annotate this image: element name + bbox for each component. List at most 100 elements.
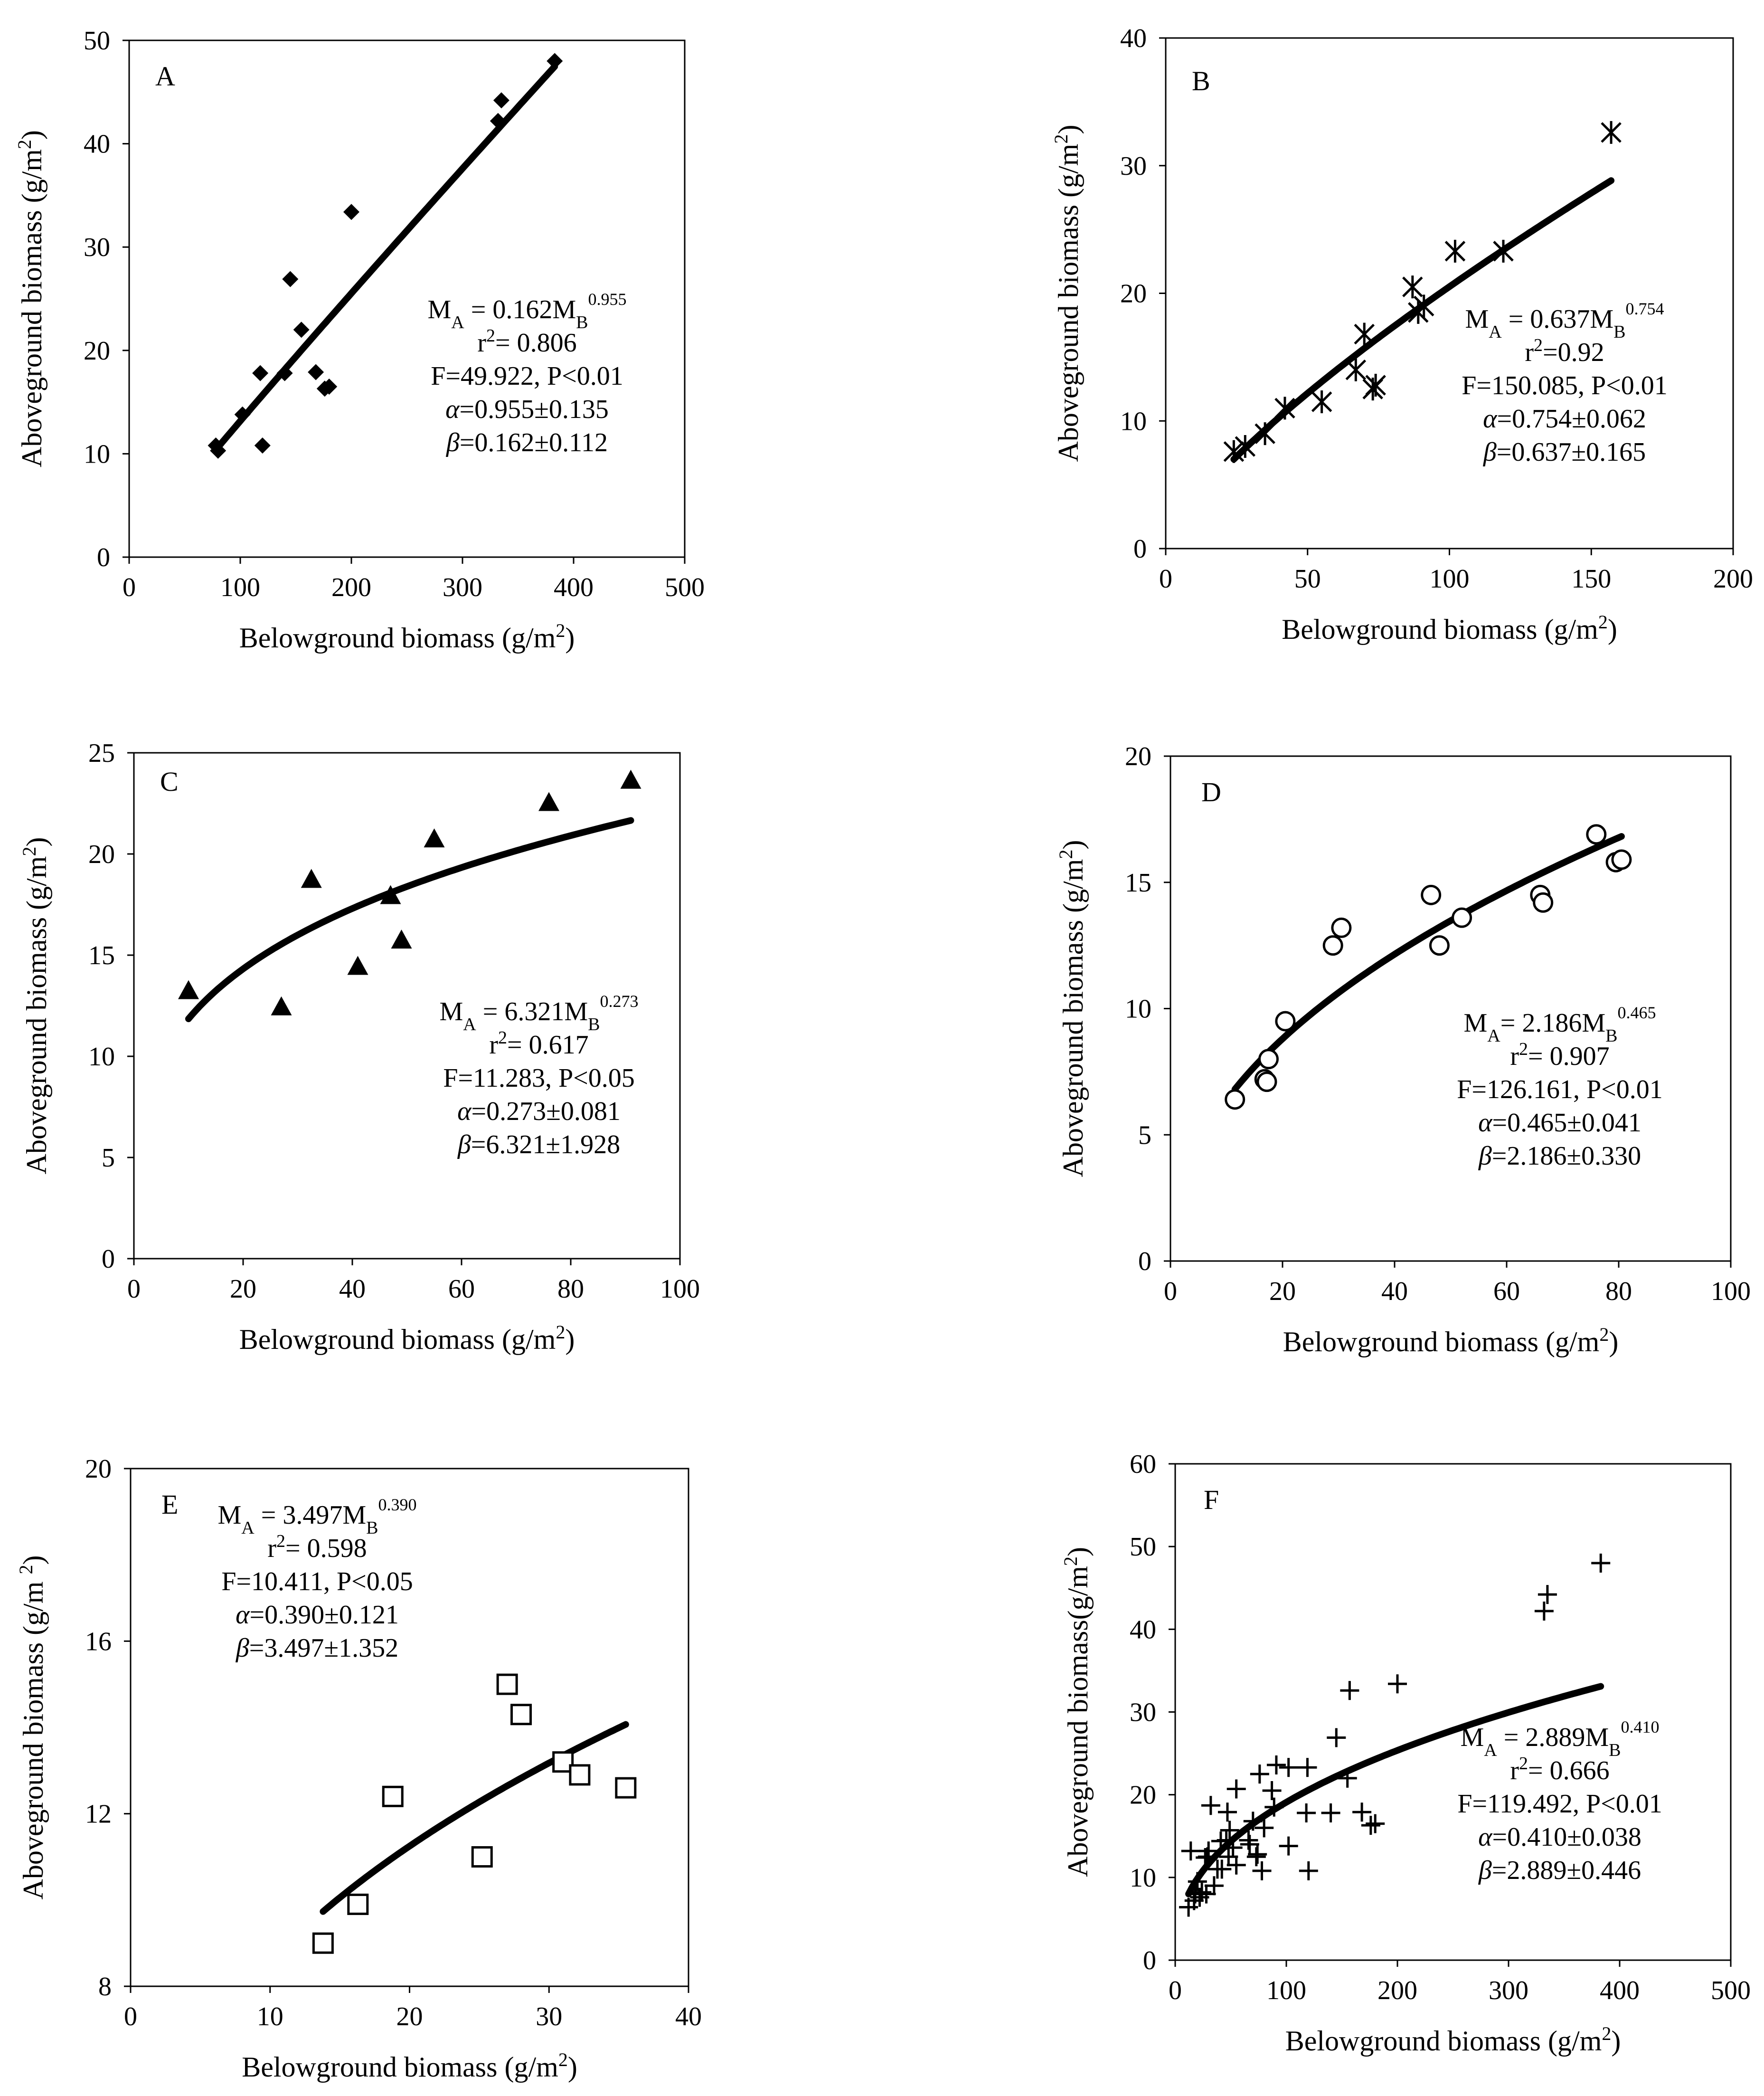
plot-frame (128, 39, 686, 558)
x-axis-label: Belowground biomass (g/m2) (242, 2049, 577, 2083)
y-tick-label: 8 (98, 1972, 112, 2001)
beta-value: β=0.162±0.112 (446, 428, 608, 457)
r-squared: r2= 0.666 (1510, 1754, 1609, 1785)
equation: MA = 6.321MB0.273 (440, 992, 639, 1034)
x-tick-label: 60 (1493, 1277, 1520, 1306)
data-point (1299, 1861, 1318, 1880)
data-point (1388, 1674, 1407, 1694)
data-point (178, 980, 199, 999)
data-point (347, 1893, 369, 1915)
data-point (1192, 1883, 1212, 1902)
y-axis-label: Aboveground biomass (g/m2) (14, 130, 48, 467)
data-point (1199, 1841, 1218, 1861)
data-point (1327, 1728, 1346, 1747)
y-tick-label: 20 (1120, 279, 1147, 309)
fit-curve (185, 817, 634, 1023)
data-point (1240, 1835, 1259, 1854)
panel-letter: F (1204, 1484, 1219, 1515)
x-axis-label: Belowground biomass (g/m2) (1285, 2023, 1621, 2057)
y-axis-label: Aboveground biomass (g/m2) (19, 837, 53, 1175)
y-tick-label: 30 (84, 233, 110, 262)
alpha-value: α=0.465±0.041 (1478, 1108, 1641, 1138)
data-point (1256, 1072, 1277, 1092)
data-point (1601, 121, 1622, 144)
data-point (1255, 422, 1275, 446)
panel-a: 0 100 200 300 400 500 0 10 20 30 40 50 Belowground b… (14, 26, 705, 654)
x-axis-label: Belowground biomass (g/m2) (1283, 1324, 1619, 1358)
panel-letter: E (161, 1489, 178, 1520)
alpha-value: α=0.273±0.081 (457, 1097, 621, 1126)
x-tick-label: 500 (665, 573, 705, 602)
data-point (234, 406, 251, 423)
y-axis-label: Aboveground biomass (g/m2) (1050, 125, 1085, 462)
data-point (1223, 1838, 1243, 1858)
x-tick-label: 0 (123, 573, 136, 602)
x-tick-label: 200 (1713, 564, 1753, 594)
data-point (1226, 1855, 1246, 1875)
x-tick-label: 0 (1169, 1976, 1182, 2005)
data-point (1611, 849, 1632, 870)
x-tick-label: 30 (536, 2002, 562, 2031)
data-point (1226, 1779, 1246, 1799)
data-point (1365, 374, 1386, 397)
data-point (1591, 1554, 1611, 1573)
y-tick-label: 30 (1130, 1698, 1156, 1727)
data-point (1533, 892, 1554, 913)
x-tick-label: 0 (1164, 1277, 1177, 1306)
data-point (382, 1785, 404, 1807)
r-squared: r2= 0.617 (489, 1028, 588, 1060)
y-axis-label: Aboveground biomass (g/m 2) (15, 1555, 49, 1900)
alpha-value: α=0.390±0.121 (236, 1600, 399, 1630)
r-squared: r2=0.92 (1525, 335, 1604, 367)
panel-letter: A (155, 61, 175, 92)
y-tick-label: 5 (1138, 1120, 1151, 1150)
data-point (1534, 1602, 1554, 1621)
panel-f: 0 100 200 300 400 500 0 10 20 30 40 50 60 Belowground… (1060, 1450, 1751, 2057)
data-point (1297, 1803, 1316, 1822)
data-point (1266, 1755, 1286, 1774)
beta-value: β=2.889±0.446 (1478, 1856, 1641, 1885)
equation: MA = 0.162MB0.955 (428, 290, 627, 332)
data-point (391, 929, 412, 949)
data-point (282, 271, 299, 287)
data-point (1538, 1585, 1557, 1604)
y-tick-label: 40 (1120, 24, 1147, 53)
data-point (1252, 1861, 1272, 1880)
data-point (1361, 1816, 1380, 1835)
equation: MA = 0.637MB0.754 (1465, 299, 1664, 342)
y-axis-label: Aboveground biomass (g/m2) (1055, 840, 1089, 1177)
r-squared: r2= 0.907 (1510, 1039, 1609, 1071)
data-point (1219, 1847, 1238, 1867)
r-squared: r2= 0.598 (267, 1531, 367, 1563)
y-tick-label: 20 (1130, 1781, 1156, 1810)
data-point (1354, 322, 1375, 346)
x-tick-label: 80 (1605, 1277, 1632, 1306)
alpha-value: α=0.955±0.135 (445, 395, 609, 424)
data-point (620, 769, 641, 789)
data-point (490, 113, 506, 129)
data-point (1338, 1768, 1357, 1788)
x-axis-label: Belowground biomass (g/m2) (239, 620, 575, 654)
y-tick-label: 0 (1138, 1247, 1151, 1276)
y-tick-label: 0 (102, 1244, 115, 1274)
data-point (308, 364, 324, 380)
data-point (1352, 1802, 1372, 1822)
data-point (254, 437, 271, 454)
data-point (1298, 1758, 1317, 1777)
beta-value: β=2.186±0.330 (1478, 1141, 1641, 1171)
data-point (210, 442, 226, 459)
beta-value: β=6.321±1.928 (457, 1130, 620, 1159)
x-tick-label: 200 (1377, 1976, 1417, 2005)
data-point (1188, 1872, 1207, 1891)
x-tick-label: 60 (448, 1274, 475, 1304)
f-statistic: F=11.283, P<0.05 (443, 1063, 634, 1093)
equation: MA = 2.889MB0.410 (1461, 1717, 1660, 1760)
panel-b: 0 50 100 150 200 0 10 20 30 40 Belowground biomass… (1050, 24, 1754, 645)
panel-letter: B (1192, 66, 1210, 96)
panel-e: 0 10 20 30 40 8 12 16 20 Belowground biomass (g/m… (15, 1454, 702, 2083)
x-axis-label: Belowground biomass (g/m2) (1282, 611, 1617, 645)
y-tick-label: 50 (1130, 1532, 1156, 1562)
x-tick-label: 20 (1269, 1277, 1296, 1306)
data-point (293, 322, 310, 338)
